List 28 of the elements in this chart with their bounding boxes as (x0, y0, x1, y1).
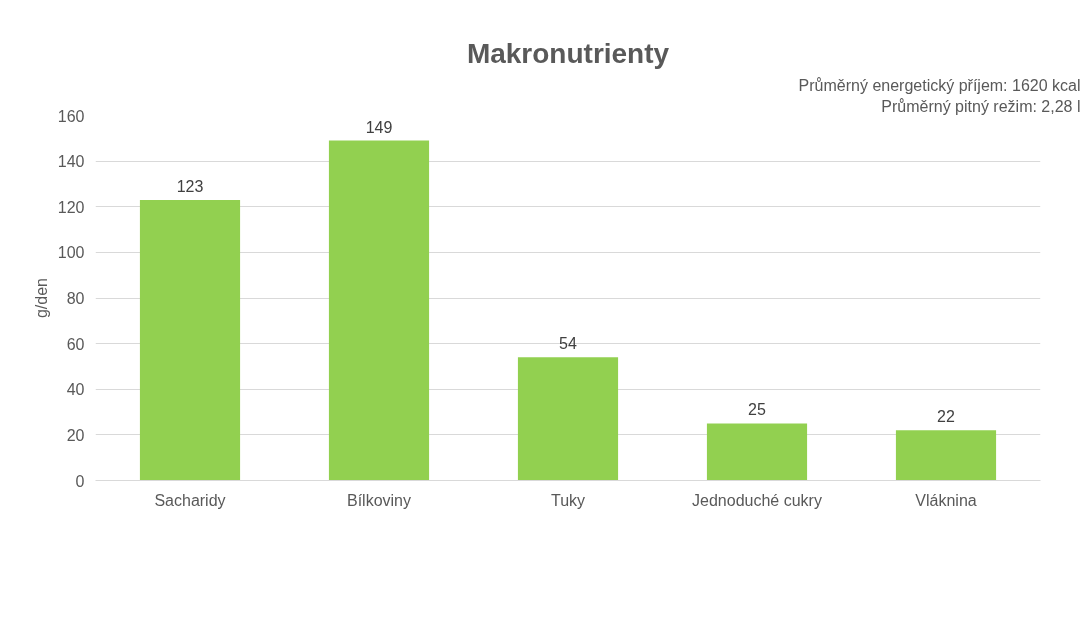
y-tick-label: 140 (57, 153, 85, 171)
x-tick-label: Bílkoviny (346, 491, 412, 509)
y-tick-label: 20 (66, 426, 85, 444)
x-tick-label: Vláknina (915, 491, 977, 509)
bar (139, 199, 241, 481)
y-tick-label: 120 (57, 198, 85, 216)
y-tick-label: 40 (66, 381, 85, 399)
x-tick-label: Sacharidy (154, 491, 226, 509)
y-tick-label: 160 (57, 107, 85, 125)
y-axis-title: g/den (32, 277, 50, 319)
text: Průměrný pitný režim: 2,28 l (881, 97, 1081, 115)
data-label: 25 (748, 401, 766, 419)
y-tick-label: 100 (57, 244, 85, 262)
data-label: 123 (176, 177, 204, 195)
y-tick-label: 0 (75, 472, 85, 490)
data-label: 54 (559, 335, 577, 353)
y-tick-label: 60 (66, 335, 85, 353)
data-label: 149 (365, 118, 393, 136)
y-tick-label: 80 (66, 290, 85, 307)
text: Průměrný energetický příjem: 1620 kcal (798, 76, 1081, 94)
chart-title: Makronutrienty (466, 37, 670, 69)
data-label: 22 (937, 408, 955, 426)
x-tick-label: Tuky (550, 491, 586, 509)
bar (517, 357, 619, 481)
bar (895, 430, 997, 481)
bar (328, 140, 430, 481)
x-tick-label: Jednoduché cukry (692, 491, 822, 509)
bar (706, 423, 808, 481)
